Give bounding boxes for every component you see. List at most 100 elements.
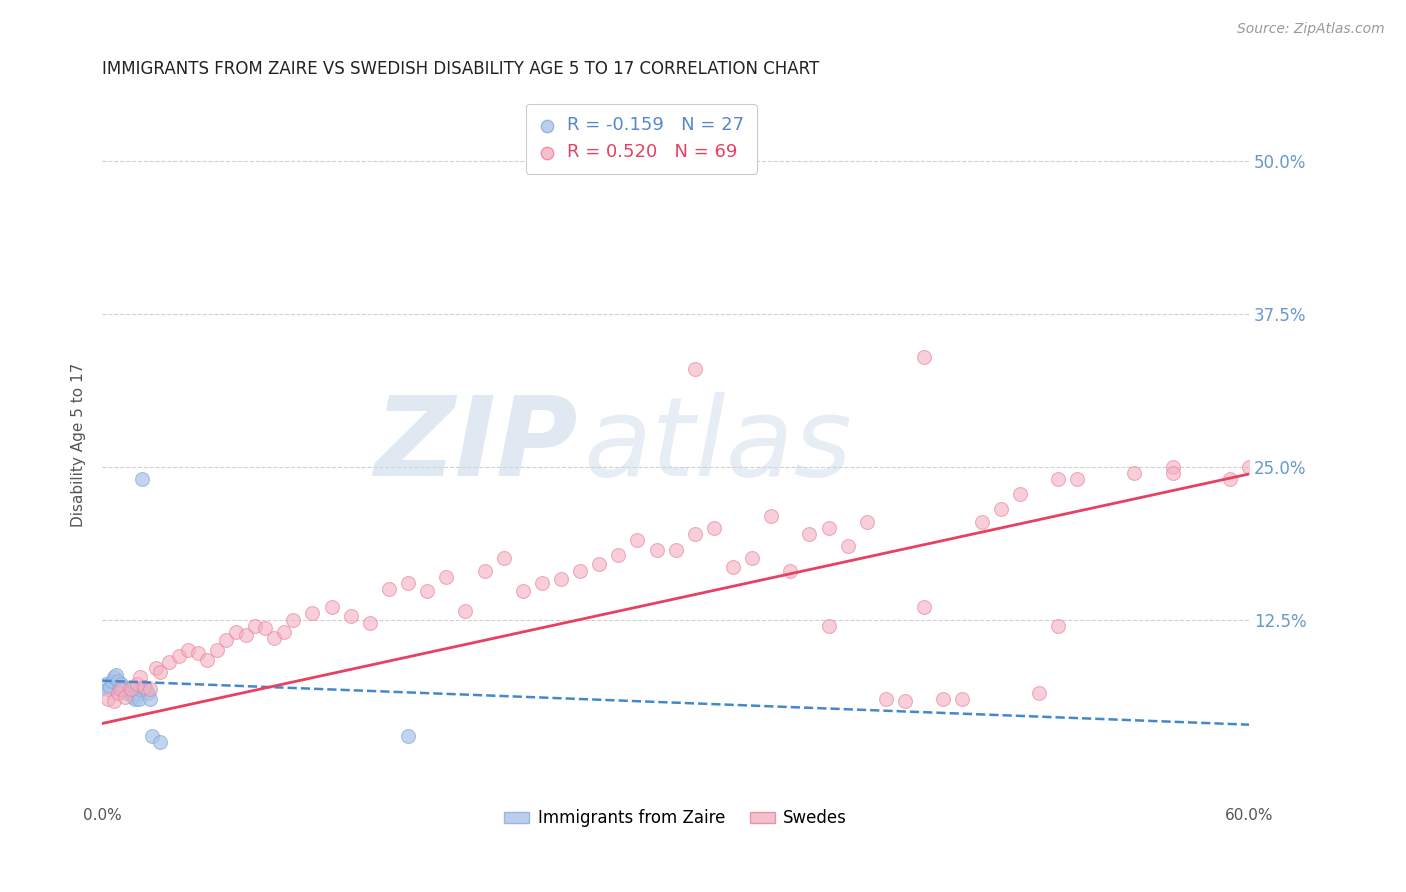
Point [1066,472,1088,486]
Point [970,515,993,529]
Text: IMMIGRANTS FROM ZAIRE VS SWEDISH DISABILITY AGE 5 TO 17 CORRELATION CHART: IMMIGRANTS FROM ZAIRE VS SWEDISH DISABIL… [103,60,820,78]
Point [134,680,156,694]
Point [512,584,534,599]
Point [283,613,305,627]
Point [103,670,125,684]
Text: atlas: atlas [583,392,852,499]
Point [136,686,159,700]
Point [114,690,136,704]
Point [120,682,142,697]
Point [875,692,897,706]
Point [817,521,839,535]
Point [145,661,167,675]
Point [148,665,170,679]
Point [114,682,136,697]
Point [115,686,138,700]
Point [378,582,401,596]
Point [416,584,439,599]
Point [492,551,515,566]
Point [121,690,143,704]
Point [626,533,648,547]
Point [98,680,121,694]
Point [741,551,763,566]
Point [108,682,131,697]
Point [94,677,117,691]
Point [235,628,257,642]
Point [129,682,152,697]
Point [139,682,162,697]
Point [990,502,1012,516]
Point [187,646,209,660]
Point [894,694,917,708]
Point [932,692,955,706]
Point [225,624,247,639]
Point [215,633,238,648]
Point [148,735,170,749]
Point [97,692,120,706]
Point [125,677,148,691]
Point [253,621,276,635]
Point [1161,466,1184,480]
Point [396,729,419,743]
Point [131,472,153,486]
Point [112,680,135,694]
Point [683,527,706,541]
Point [761,508,783,523]
Point [952,692,974,706]
Point [125,686,148,700]
Point [110,682,132,697]
Point [856,515,879,529]
Point [273,624,295,639]
Point [1008,486,1031,500]
Point [103,694,125,708]
Point [588,558,610,572]
Point [837,539,859,553]
Point [396,575,419,590]
Point [97,682,120,697]
Point [683,361,706,376]
Point [135,682,157,697]
Point [721,560,744,574]
Point [195,653,218,667]
Point [645,542,668,557]
Point [129,670,152,684]
Point [167,649,190,664]
Point [550,572,572,586]
Point [110,677,132,691]
Point [134,680,156,694]
Point [205,643,228,657]
Point [139,692,162,706]
Point [177,643,200,657]
Y-axis label: Disability Age 5 to 17: Disability Age 5 to 17 [72,363,86,527]
Point [474,564,496,578]
Point [454,604,477,618]
Legend: Immigrants from Zaire, Swedes: Immigrants from Zaire, Swedes [498,803,853,834]
Point [817,618,839,632]
Point [703,521,725,535]
Point [120,686,142,700]
Point [1237,459,1260,474]
Point [779,564,801,578]
Point [124,692,146,706]
Point [301,607,323,621]
Point [1046,618,1069,632]
Point [263,631,285,645]
Text: Source: ZipAtlas.com: Source: ZipAtlas.com [1237,22,1385,37]
Point [1161,459,1184,474]
Point [1219,472,1241,486]
Point [665,542,688,557]
Point [104,667,127,681]
Point [912,600,935,615]
Point [321,600,343,615]
Point [530,575,553,590]
Point [118,682,141,697]
Point [607,548,630,562]
Point [799,527,821,541]
Point [1028,686,1050,700]
Point [569,564,592,578]
Point [1123,466,1146,480]
Point [359,616,381,631]
Point [434,570,457,584]
Point [107,686,129,700]
Point [100,673,122,688]
